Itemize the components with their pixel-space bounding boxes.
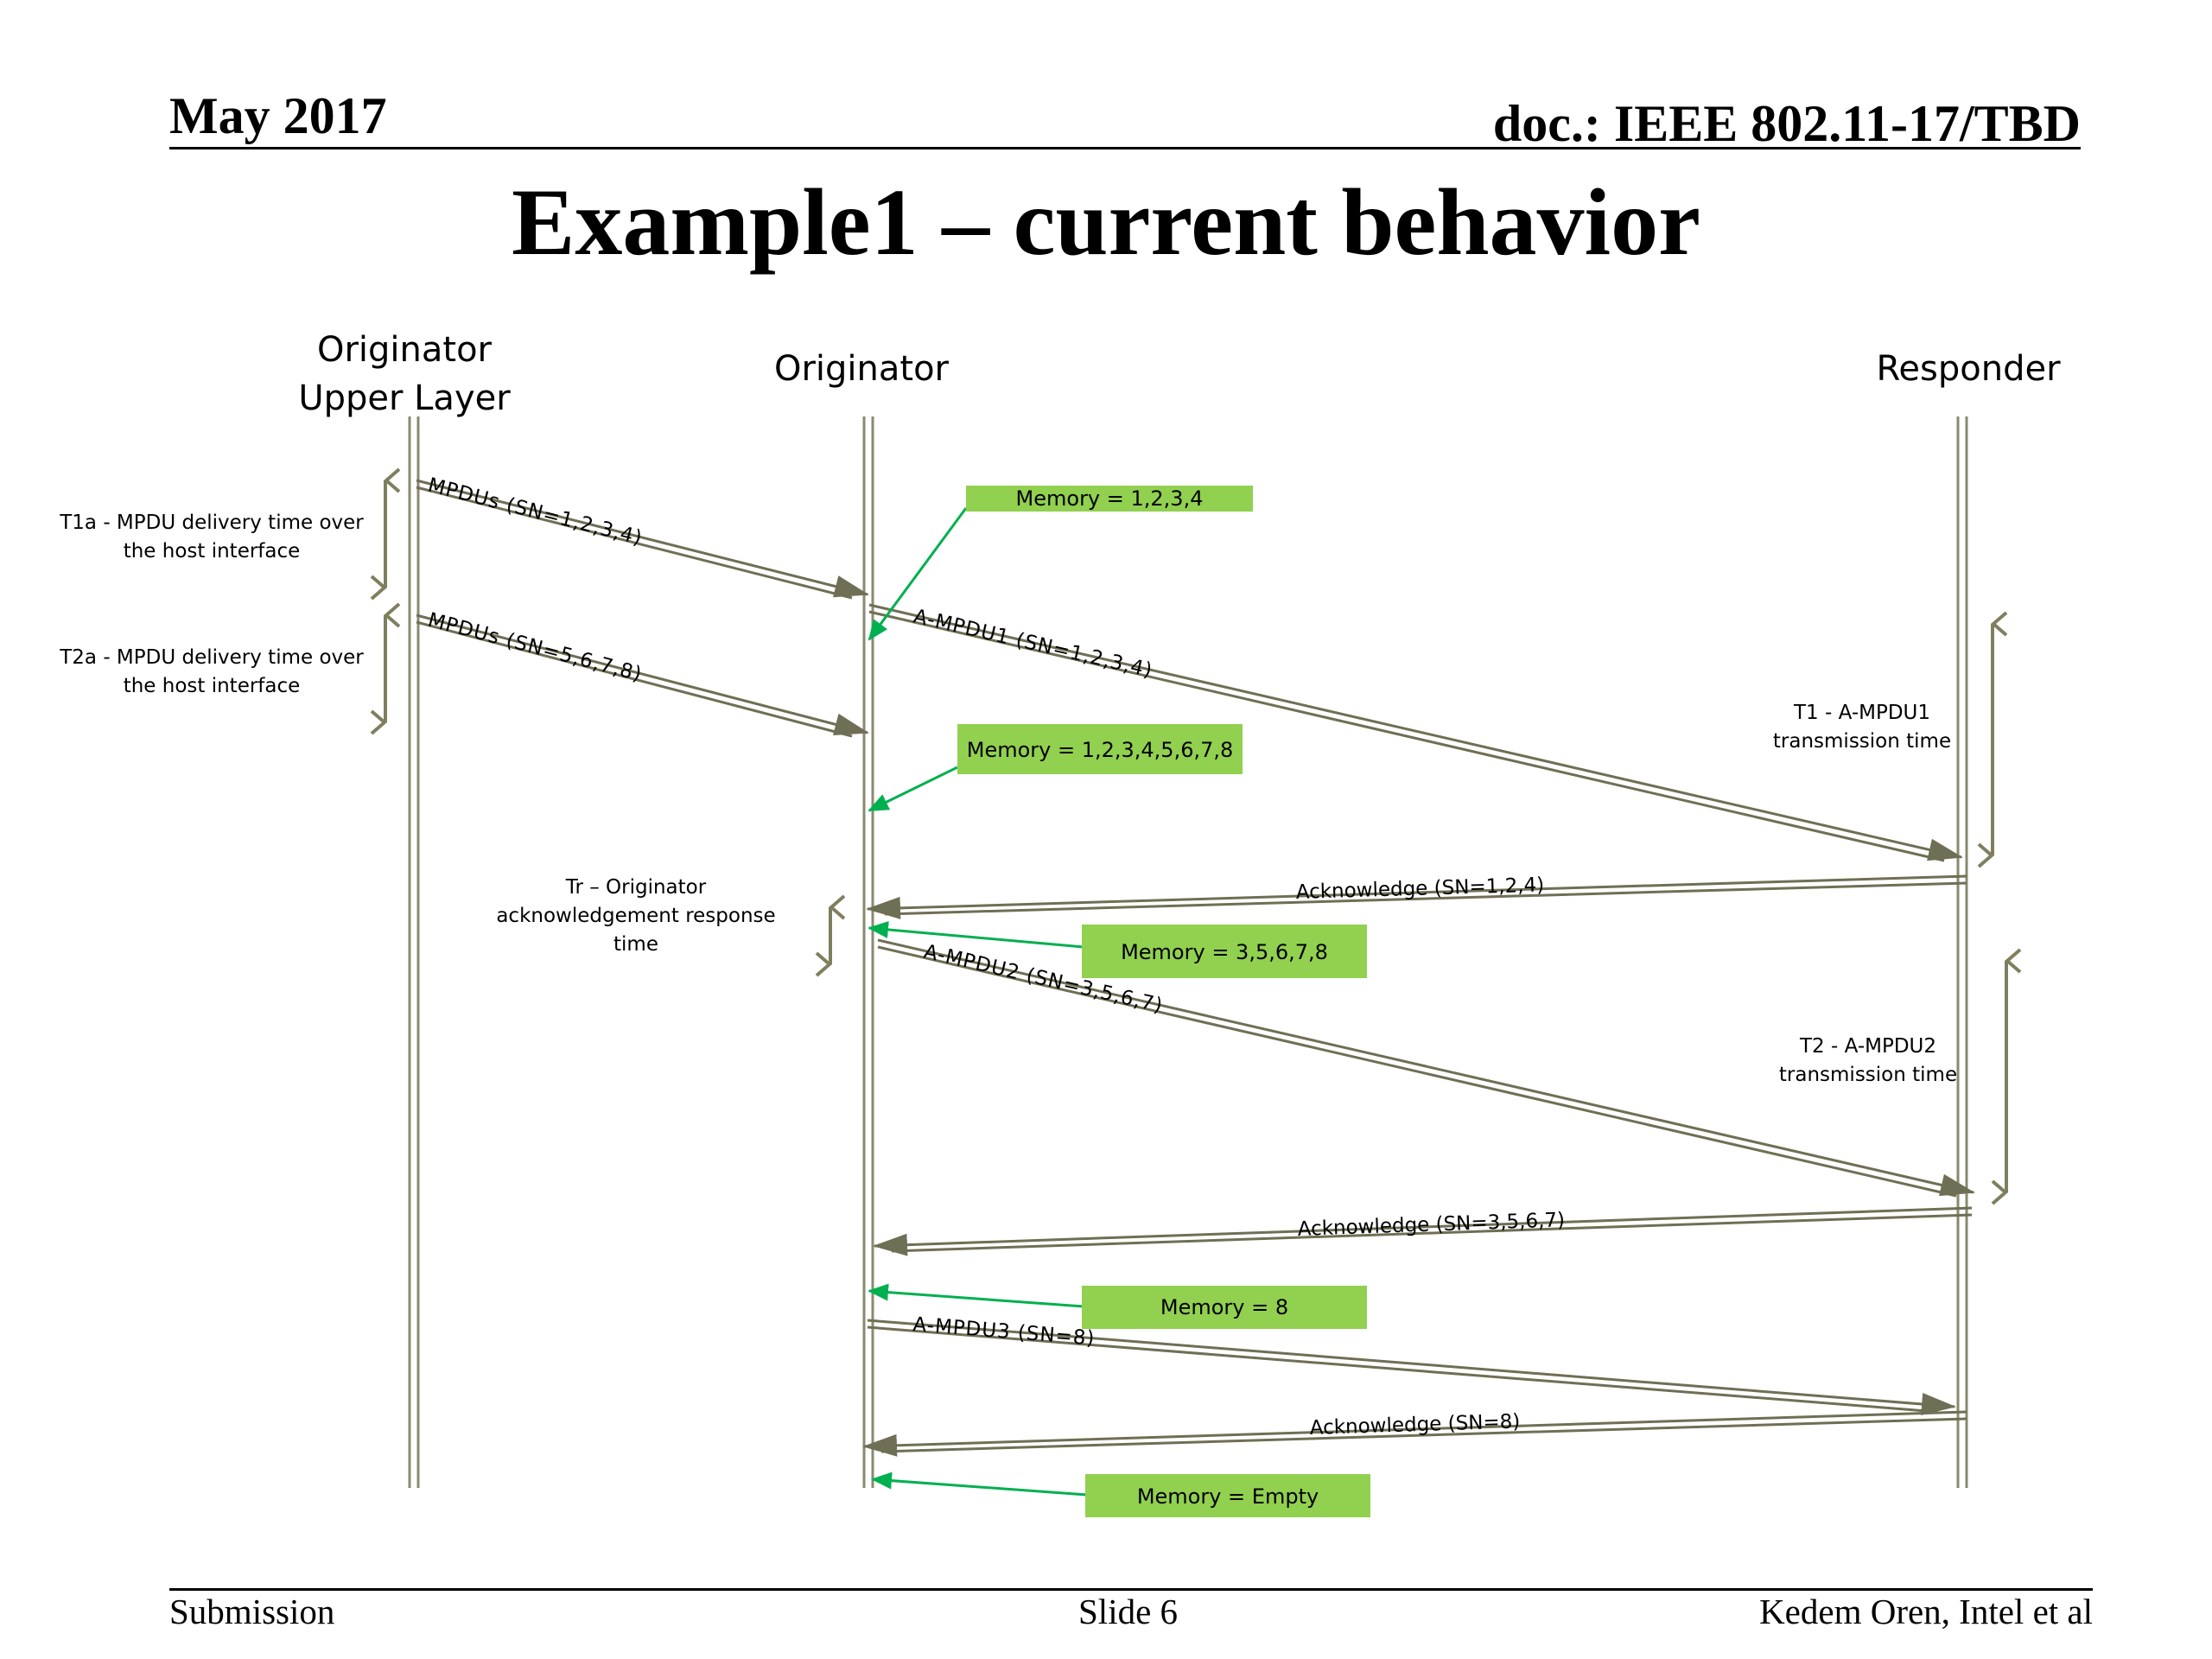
t2a-label-line1: T2a - MPDU delivery time over bbox=[59, 646, 364, 669]
memory5-pointer bbox=[871, 1471, 1088, 1497]
t2a-label-line2: the host interface bbox=[124, 675, 301, 697]
msg-ampdu3-label: A-MPDU3 (SN=8) bbox=[912, 1313, 1096, 1351]
memory-box-2-text: Memory = 1,2,3,4,5,6,7,8 bbox=[967, 738, 1234, 762]
memory-box-5: Memory = Empty bbox=[1085, 1474, 1370, 1517]
header-date: May 2017 bbox=[169, 87, 387, 144]
memory-box-5-text: Memory = Empty bbox=[1137, 1484, 1319, 1509]
msg-ack2-label: Acknowledge (SN=3,5,6,7) bbox=[1297, 1209, 1565, 1241]
t2-label-line1: T2 - A-MPDU2 bbox=[1799, 1035, 1936, 1058]
memory-box-3: Memory = 3,5,6,7,8 bbox=[1082, 925, 1367, 978]
footer-submission: Submission bbox=[169, 1592, 335, 1631]
memory-box-4-text: Memory = 8 bbox=[1160, 1295, 1288, 1319]
memory-box-3-text: Memory = 3,5,6,7,8 bbox=[1121, 940, 1328, 964]
lane-label-originator: Originator bbox=[774, 349, 950, 389]
lifeline-responder bbox=[1956, 416, 1968, 1488]
header-doc-id: doc.: IEEE 802.11-17/TBD bbox=[1492, 95, 2081, 152]
memory-box-1: Memory = 1,2,3,4 bbox=[966, 486, 1253, 512]
msg-ampdu1-label: A-MPDU1 (SN=1,2,3,4) bbox=[912, 606, 1155, 683]
footer-slide-number: Slide 6 bbox=[1078, 1592, 1179, 1631]
msg-ampdu3-arrow bbox=[867, 1319, 1956, 1415]
msg-mpdus2-arrow bbox=[416, 613, 869, 738]
t1a-label-line1: T1a - MPDU delivery time over bbox=[59, 512, 364, 534]
memory4-pointer bbox=[868, 1283, 1084, 1308]
msg-mpdus1-arrow bbox=[416, 479, 869, 600]
tr-label-line2: acknowledgement response bbox=[496, 905, 775, 927]
memory1-pointer bbox=[868, 507, 968, 641]
footer-rule bbox=[169, 1588, 2093, 1591]
msg-ampdu1-arrow bbox=[868, 603, 1963, 862]
memory3-pointer bbox=[868, 920, 1084, 949]
msg-ampdu2-arrow bbox=[877, 938, 1975, 1198]
msg-ack1-label: Acknowledge (SN=1,2,4) bbox=[1295, 874, 1544, 904]
t1-label-line1: T1 - A-MPDU1 bbox=[1793, 702, 1930, 724]
msg-mpdus2-label: MPDUs (SN=5,6,7,8) bbox=[425, 609, 644, 686]
footer-author: Kedem Oren, Intel et al bbox=[1759, 1592, 2093, 1631]
tr-label-line3: time bbox=[613, 933, 658, 956]
memory2-pointer bbox=[868, 766, 958, 812]
msg-ack1-arrow bbox=[866, 874, 1967, 919]
lane-label-responder: Responder bbox=[1876, 349, 2061, 389]
lane-label-upper-layer-line1: Originator bbox=[317, 330, 493, 370]
msg-ack3-label: Acknowledge (SN=8) bbox=[1309, 1410, 1520, 1440]
t1-label-line2: transmission time bbox=[1773, 730, 1951, 753]
memory-box-2: Memory = 1,2,3,4,5,6,7,8 bbox=[957, 724, 1243, 774]
msg-ack2-arrow bbox=[873, 1206, 1973, 1256]
msg-mpdus1-label: MPDUs (SN=1,2,3,4) bbox=[426, 474, 645, 550]
lane-label-upper-layer-line2: Upper Layer bbox=[298, 378, 511, 418]
memory-box-1-text: Memory = 1,2,3,4 bbox=[1016, 486, 1204, 511]
header-rule bbox=[169, 147, 2081, 149]
lifeline-upper-layer bbox=[408, 416, 420, 1488]
t2-label-line2: transmission time bbox=[1779, 1064, 1957, 1086]
memory-box-4: Memory = 8 bbox=[1082, 1286, 1367, 1329]
slide-title: Example1 – current behavior bbox=[512, 169, 1700, 275]
tr-label-line1: Tr – Originator bbox=[565, 876, 707, 899]
t1a-label-line2: the host interface bbox=[124, 540, 301, 563]
msg-ack3-arrow bbox=[862, 1410, 1967, 1457]
